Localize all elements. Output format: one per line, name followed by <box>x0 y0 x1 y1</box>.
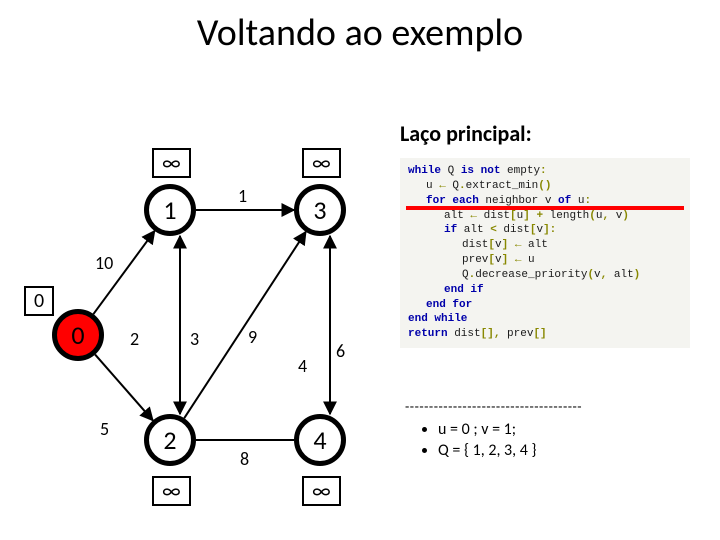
graph-node: 1 <box>144 184 196 236</box>
state-bullets: u = 0 ; v = 1; Q = { 1, 2, 3, 4 } <box>420 420 537 462</box>
slide: Voltando ao exemplo Laço principal: 0 ∞ ∞ ∞… <box>0 0 720 540</box>
code-highlight <box>406 206 684 210</box>
dist-box: ∞ <box>152 148 191 178</box>
edge <box>184 232 306 418</box>
code-line: dist[v] ← alt <box>408 238 682 253</box>
separator-dashes: ------------------------------------- <box>405 398 582 415</box>
code-line: end while <box>408 312 682 327</box>
edge-weight: 3 <box>190 328 199 350</box>
section-subtitle: Laço principal: <box>400 120 532 147</box>
dist-box: ∞ <box>302 476 341 506</box>
edge-weight: 1 <box>238 185 247 207</box>
code-line: end for <box>408 298 682 313</box>
edge-weight: 9 <box>248 326 257 348</box>
state-bullet-item: u = 0 ; v = 1; <box>438 420 537 439</box>
state-bullet-item: Q = { 1, 2, 3, 4 } <box>438 441 537 460</box>
edge-weight: 2 <box>130 328 139 350</box>
code-line: prev[v] ← u <box>408 253 682 268</box>
edge-weight: 6 <box>336 340 345 362</box>
code-line: return dist[], prev[] <box>408 327 682 342</box>
dist-box: ∞ <box>152 476 191 506</box>
edge-weight: 10 <box>95 252 113 274</box>
graph-node: 2 <box>144 414 196 466</box>
start-dist-box: 0 <box>24 286 54 316</box>
dist-box: ∞ <box>302 148 341 178</box>
code-line: if alt < dist[v]: <box>408 223 682 238</box>
pseudocode-panel: while Q is not empty:u ← Q.extract_min()… <box>400 158 690 348</box>
edge <box>95 355 153 421</box>
edge-weight: 5 <box>100 418 109 440</box>
graph-node: 4 <box>294 414 346 466</box>
edge-weight: 4 <box>298 355 307 377</box>
graph-node: 3 <box>294 184 346 236</box>
code-line: u ← Q.extract_min() <box>408 179 682 194</box>
code-line: end if <box>408 283 682 298</box>
code-line: Q.decrease_priority(v, alt) <box>408 268 682 283</box>
edge-weight: 8 <box>240 448 249 470</box>
code-line: alt ← dist[u] + length(u, v) <box>408 209 682 224</box>
slide-title: Voltando ao exemplo <box>0 10 720 56</box>
graph-node: 0 <box>52 309 104 361</box>
code-line: while Q is not empty: <box>408 164 682 179</box>
